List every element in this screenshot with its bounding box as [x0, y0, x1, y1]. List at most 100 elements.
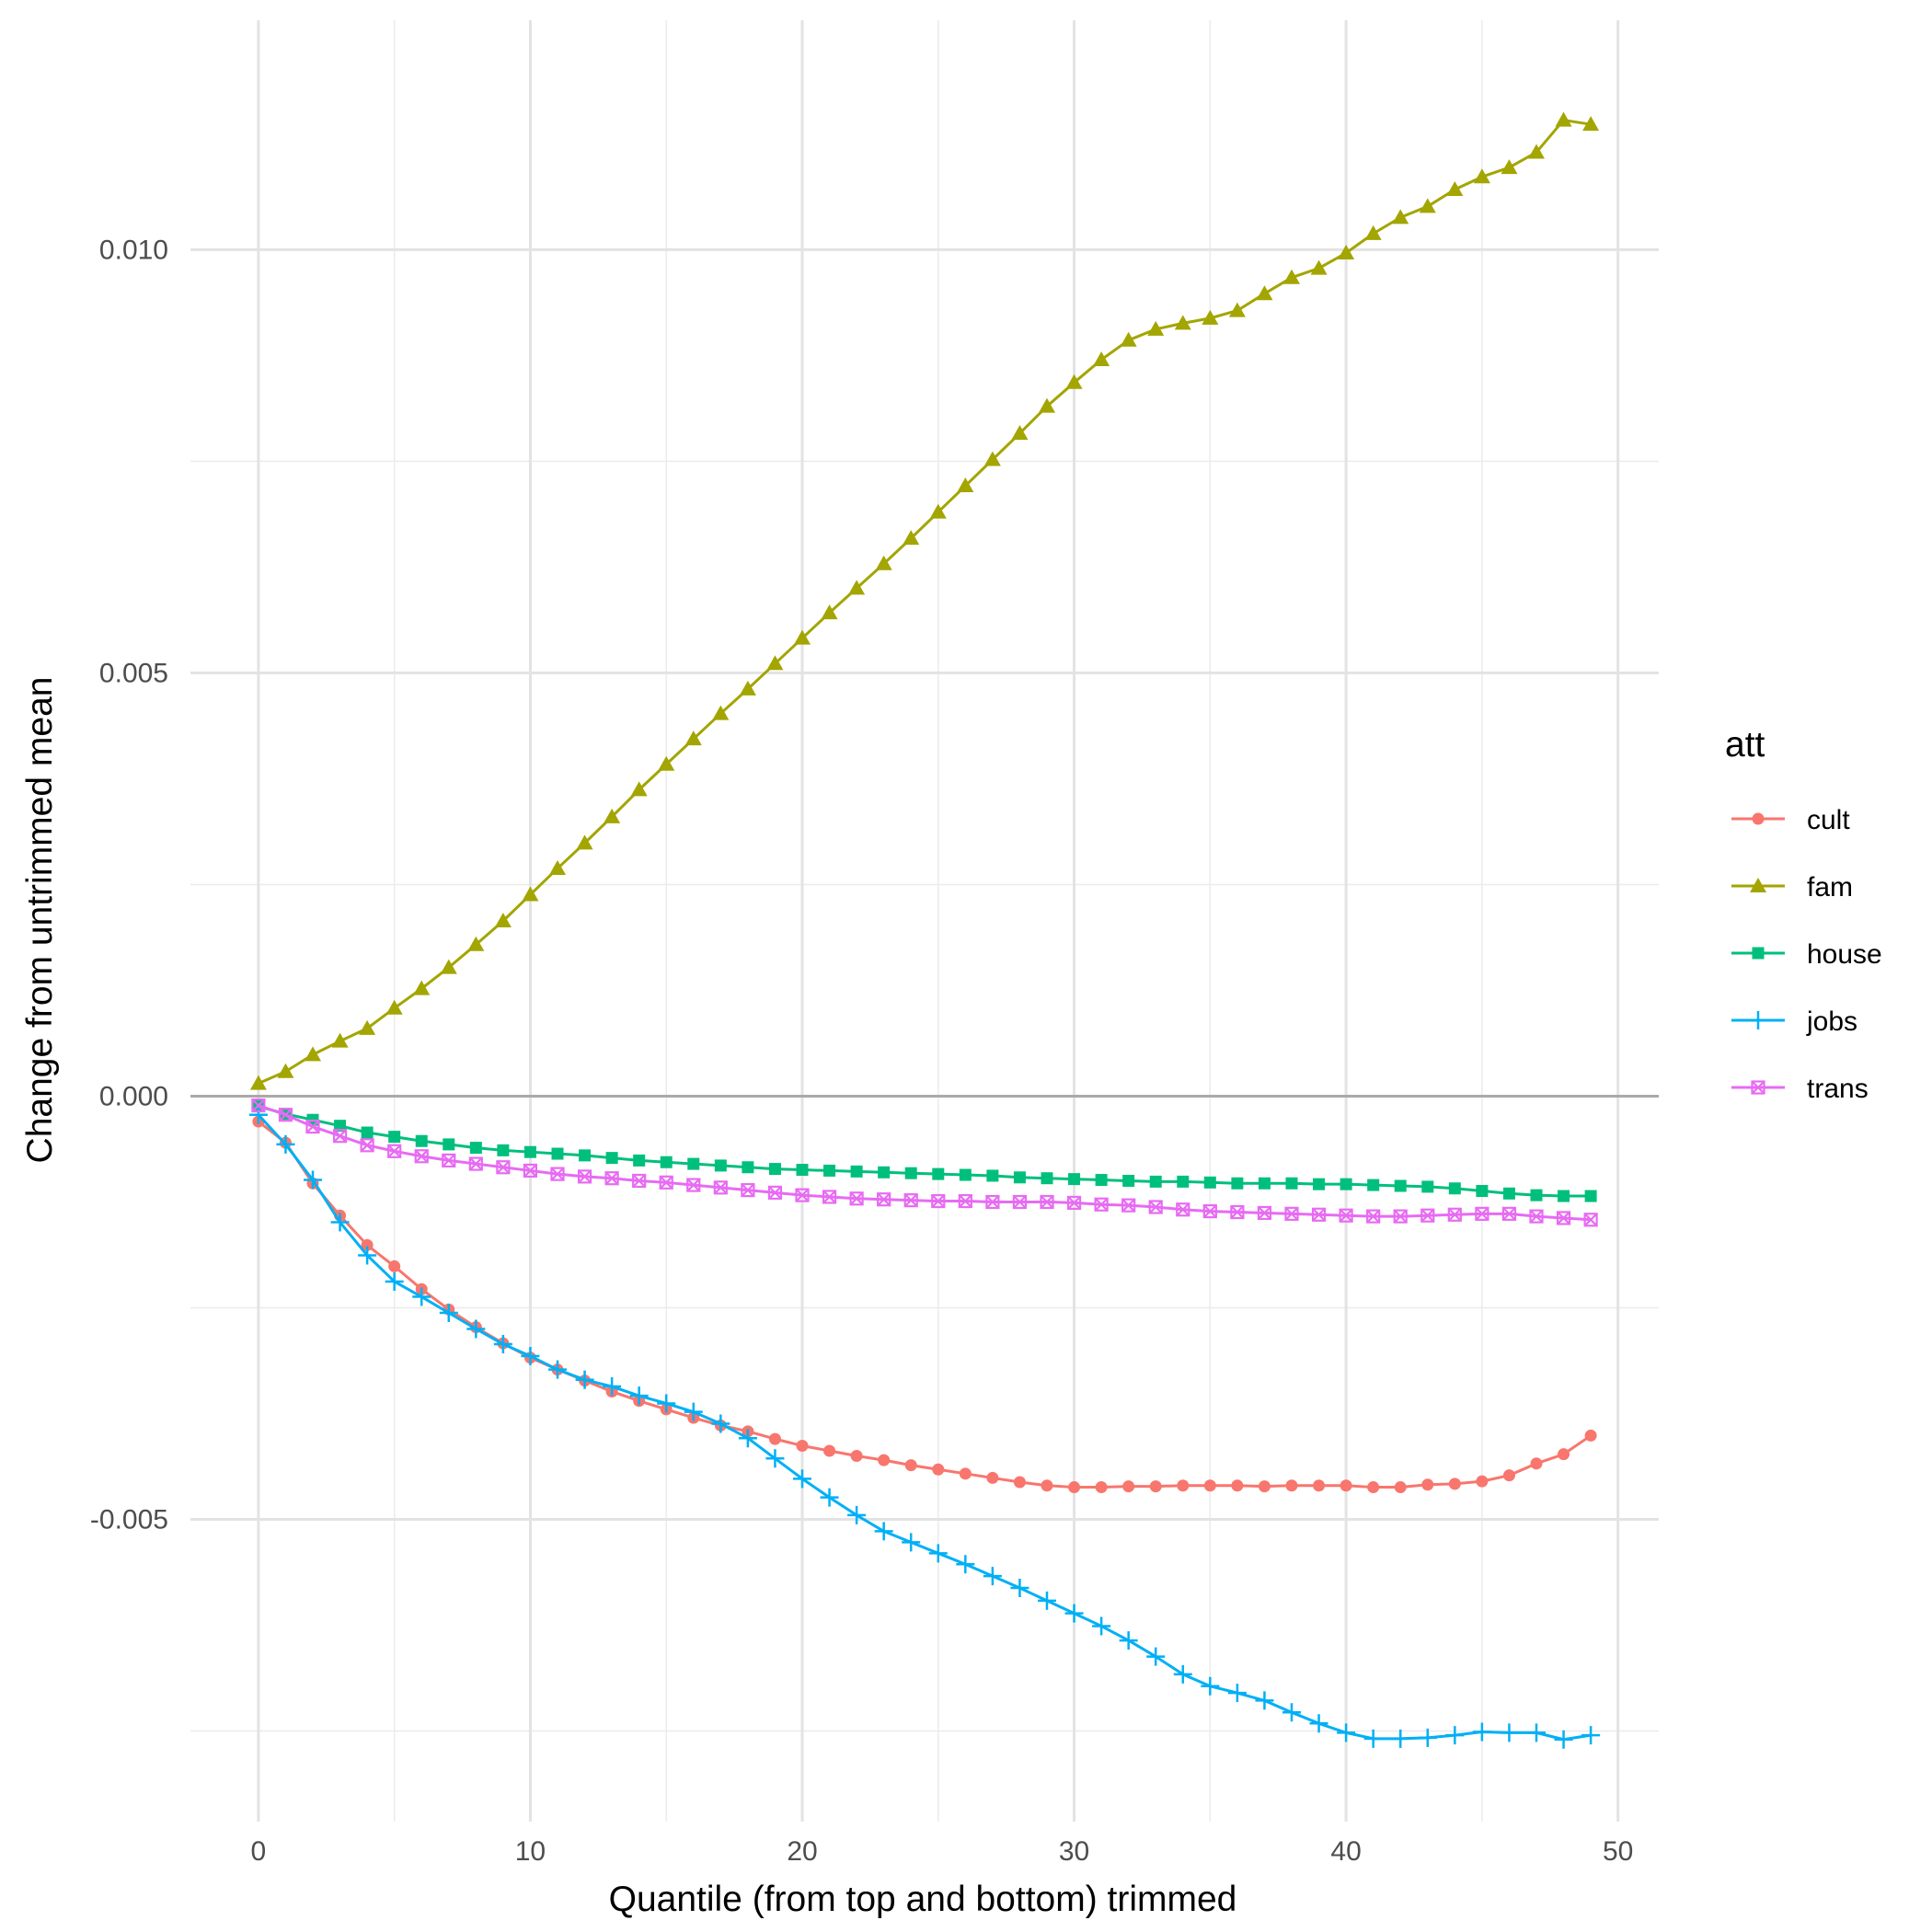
jobs-point: [956, 1555, 975, 1574]
cult-point: [878, 1454, 891, 1466]
cult-point: [796, 1439, 809, 1452]
house-point: [959, 1168, 972, 1181]
house-point: [334, 1120, 347, 1133]
legend-key-marker: [1752, 812, 1765, 825]
house-point: [768, 1163, 781, 1176]
trans-point: [1121, 1198, 1136, 1213]
jobs-point: [385, 1271, 404, 1291]
jobs-point: [439, 1304, 458, 1323]
cult-point: [1203, 1479, 1216, 1492]
jobs-point: [1363, 1729, 1383, 1748]
trans-point: [1040, 1194, 1054, 1210]
trans-point: [360, 1138, 374, 1153]
trans-point: [985, 1194, 1000, 1210]
trans-point: [795, 1188, 810, 1202]
house-point: [497, 1144, 510, 1156]
house-point: [742, 1161, 754, 1174]
house-point: [660, 1156, 673, 1168]
jobs-point: [765, 1449, 785, 1468]
trans-point: [496, 1160, 511, 1175]
house-point: [687, 1157, 700, 1170]
legend-label: fam: [1807, 872, 1853, 903]
y-tick-label: 0.005: [99, 658, 168, 688]
jobs-point: [711, 1414, 730, 1433]
jobs-point: [1527, 1723, 1546, 1742]
house-point: [1448, 1182, 1461, 1195]
trans-point: [1447, 1207, 1462, 1222]
cult-point: [823, 1444, 836, 1457]
jobs-point: [1038, 1591, 1056, 1610]
fam-point: [1011, 425, 1029, 441]
jobs-point: [928, 1544, 948, 1563]
house-point: [361, 1126, 374, 1139]
cult-point: [850, 1450, 863, 1463]
cult-point: [1041, 1479, 1053, 1492]
trans-point: [713, 1180, 728, 1195]
trans-point: [550, 1167, 565, 1181]
house-point: [1313, 1178, 1326, 1190]
jobs-point: [548, 1360, 567, 1379]
trans-point: [1339, 1208, 1353, 1223]
legend-label: house: [1807, 939, 1882, 970]
house-point: [1041, 1172, 1053, 1185]
jobs-point: [575, 1370, 594, 1389]
fam-point: [739, 680, 756, 696]
trans-point: [1501, 1206, 1517, 1221]
trans-point: [278, 1108, 293, 1122]
y-tick-label: 0.000: [99, 1081, 168, 1111]
trans-point: [251, 1098, 266, 1113]
trans-point: [523, 1163, 538, 1179]
cult-point: [1122, 1480, 1135, 1493]
fam-point: [903, 530, 920, 546]
cult-line: [257, 1120, 1592, 1489]
trans-point: [1583, 1213, 1598, 1227]
legend-item-fam: fam: [1731, 872, 1853, 903]
trans-point: [1420, 1208, 1435, 1223]
fam-point: [1555, 111, 1572, 127]
cult-point: [1068, 1481, 1081, 1494]
trans-point: [849, 1191, 864, 1206]
trans-point: [632, 1173, 647, 1189]
trans-point: [1556, 1211, 1571, 1225]
legend-label: jobs: [1806, 1006, 1857, 1037]
fam-point: [305, 1046, 321, 1062]
fam-point: [1256, 285, 1273, 301]
fam-point: [1283, 269, 1300, 284]
trans-point: [1066, 1195, 1082, 1211]
trans-point: [1176, 1202, 1190, 1217]
jobs-point: [657, 1394, 676, 1413]
fam-line: [258, 119, 1592, 1086]
fam-point: [929, 503, 947, 519]
cult-point: [986, 1471, 999, 1484]
trans-point: [442, 1153, 456, 1167]
trans-point: [1230, 1204, 1245, 1220]
legend: att cult fam house jobs trans: [1725, 725, 1882, 1104]
legend-label: trans: [1807, 1074, 1869, 1104]
cult-point: [1149, 1480, 1162, 1493]
cult-point: [1394, 1481, 1407, 1494]
trans-point: [1393, 1209, 1408, 1224]
fam-point: [1392, 209, 1409, 224]
trans-point: [1284, 1206, 1299, 1221]
trans-point: [903, 1193, 918, 1208]
cult-point: [1285, 1479, 1298, 1492]
jobs-point: [1282, 1703, 1301, 1722]
jobs-point: [684, 1402, 703, 1421]
trans-point: [767, 1185, 783, 1200]
fam-point: [1147, 320, 1165, 336]
jobs-point: [1255, 1691, 1274, 1710]
jobs-point: [629, 1386, 649, 1406]
house-point: [932, 1167, 945, 1180]
jobs-point: [1554, 1730, 1573, 1749]
fam-point: [1120, 331, 1137, 347]
house-point: [1149, 1175, 1162, 1188]
x-tick-label: 50: [1603, 1836, 1633, 1867]
fam-point: [604, 808, 621, 823]
trans-point: [387, 1144, 402, 1158]
trans-point: [1012, 1194, 1028, 1210]
house-point: [1122, 1174, 1135, 1187]
house-point: [551, 1147, 564, 1160]
trans-point: [822, 1190, 837, 1204]
x-tick-label: 0: [251, 1836, 267, 1867]
